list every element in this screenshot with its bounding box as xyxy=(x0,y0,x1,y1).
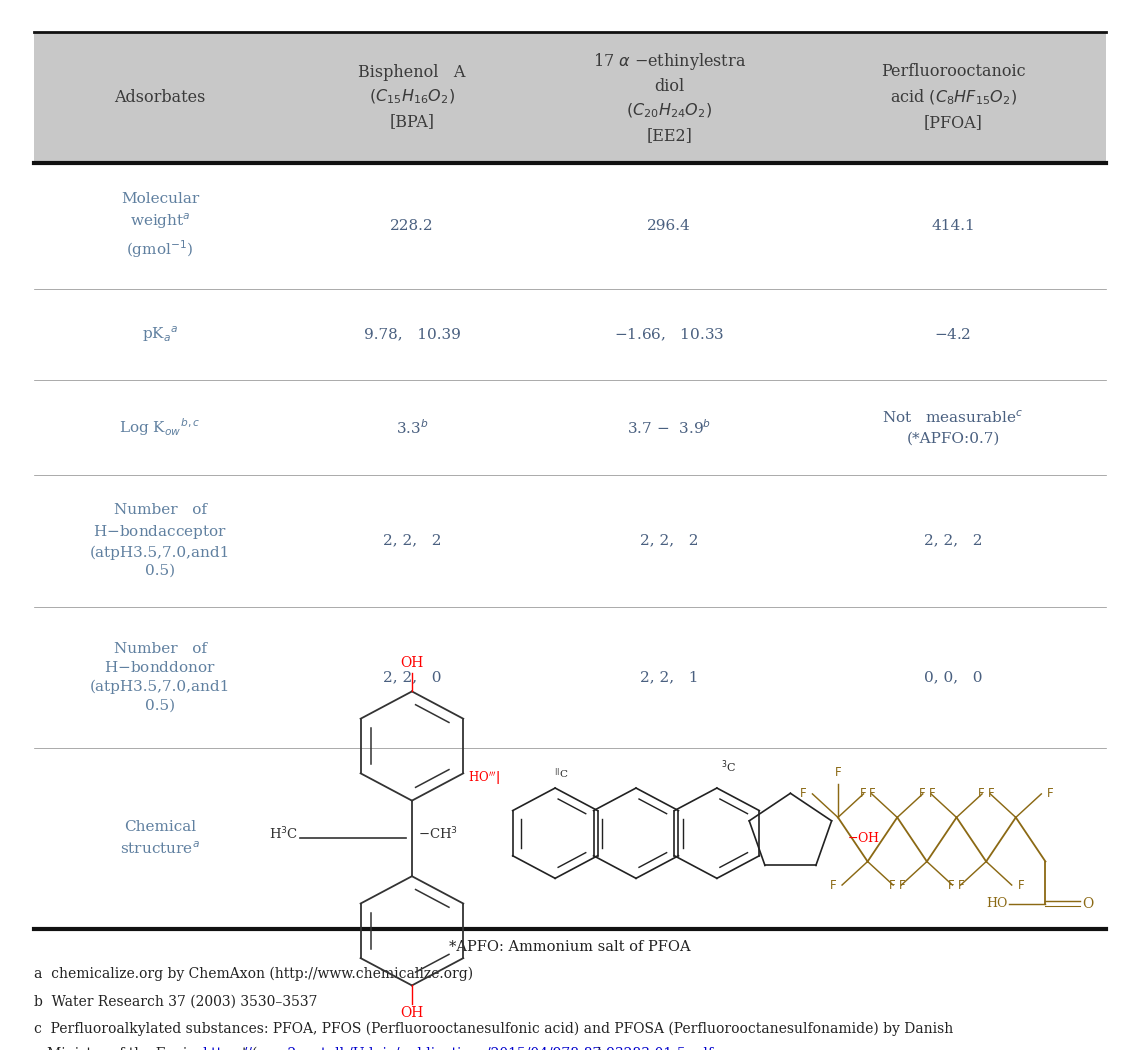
Text: F: F xyxy=(958,879,964,891)
Text: a  chemicalize.org by ChemAxon (http://www.chemicalize.org): a chemicalize.org by ChemAxon (http://ww… xyxy=(34,967,473,982)
Text: $^{||}$C: $^{||}$C xyxy=(554,765,568,779)
Text: c  Perfluoroalkylated substances: PFOA, PFOS (Perfluorooctanesulfonic acid) and : c Perfluoroalkylated substances: PFOA, P… xyxy=(34,1022,953,1036)
Text: 228.2: 228.2 xyxy=(390,218,433,233)
Text: https://www2.mst.dk/Udgiv/publications/2015/04/978-87-93283-01-5.pdf: https://www2.mst.dk/Udgiv/publications/2… xyxy=(203,1047,714,1050)
Bar xyxy=(34,32,1106,163)
Text: $-$OH: $-$OH xyxy=(847,832,880,845)
Text: pK$_a$$^a$: pK$_a$$^a$ xyxy=(142,324,178,344)
Text: Not   measurable$^c$
(*APFO:0.7): Not measurable$^c$ (*APFO:0.7) xyxy=(882,410,1024,445)
Text: 2, 2,   2: 2, 2, 2 xyxy=(383,533,441,548)
Text: F: F xyxy=(948,879,955,891)
Text: F: F xyxy=(919,788,926,800)
Text: F: F xyxy=(978,788,985,800)
Text: F: F xyxy=(800,788,807,800)
Text: HO$\mathbf{^{\prime\prime\prime}|}$: HO$\mathbf{^{\prime\prime\prime}|}$ xyxy=(469,770,500,788)
Text: OH: OH xyxy=(400,656,424,671)
Text: H$^3$C: H$^3$C xyxy=(269,826,298,842)
Text: F: F xyxy=(889,879,896,891)
Text: Molecular
weight$^a$
(gmol$^{-1}$): Molecular weight$^a$ (gmol$^{-1}$) xyxy=(121,192,200,259)
Text: $-$1.66,   10.33: $-$1.66, 10.33 xyxy=(614,327,724,342)
Text: Log K$_{ow}$$^{b,c}$: Log K$_{ow}$$^{b,c}$ xyxy=(120,417,201,438)
Text: F: F xyxy=(830,879,837,891)
Text: Perfluorooctanoic
acid $(C_8HF_{15}O_2)$
[PFOA]: Perfluorooctanoic acid $(C_8HF_{15}O_2)$… xyxy=(881,63,1025,131)
Text: 17 $\alpha$ $-$ethinylestra
diol
$(C_{20}H_{24}O_2)$
[EE2]: 17 $\alpha$ $-$ethinylestra diol $(C_{20… xyxy=(593,50,746,144)
Text: *APFO: Ammonium salt of PFOA: *APFO: Ammonium salt of PFOA xyxy=(449,940,691,953)
Text: Ministry of the Environment (: Ministry of the Environment ( xyxy=(34,1047,258,1050)
Text: $^3$C: $^3$C xyxy=(720,759,736,775)
Text: O: O xyxy=(1082,897,1093,910)
Text: 2, 2,   2: 2, 2, 2 xyxy=(640,533,699,548)
Text: Number   of
H$-$bonddonor
(atpH3.5,7.0,and1
0.5): Number of H$-$bonddonor (atpH3.5,7.0,and… xyxy=(90,642,230,713)
Text: F: F xyxy=(898,879,905,891)
Text: F: F xyxy=(987,788,994,800)
Text: 414.1: 414.1 xyxy=(931,218,975,233)
Text: F: F xyxy=(1047,788,1053,800)
Text: 9.78,   10.39: 9.78, 10.39 xyxy=(364,328,461,341)
Text: 0, 0,   0: 0, 0, 0 xyxy=(923,670,983,685)
Text: Number   of
H$-$bondacceptor
(atpH3.5,7.0,and1
0.5): Number of H$-$bondacceptor (atpH3.5,7.0,… xyxy=(90,504,230,578)
Text: 3.7 $-$  3.9$^b$: 3.7 $-$ 3.9$^b$ xyxy=(627,418,711,437)
Text: OH: OH xyxy=(400,1006,424,1021)
Text: Adsorbates: Adsorbates xyxy=(114,88,206,106)
Text: F: F xyxy=(860,788,866,800)
Text: F: F xyxy=(928,788,935,800)
Text: $-$4.2: $-$4.2 xyxy=(935,327,971,342)
Text: 2, 2,   1: 2, 2, 1 xyxy=(640,670,699,685)
Text: 2, 2,   2: 2, 2, 2 xyxy=(923,533,983,548)
Text: 3.3$^b$: 3.3$^b$ xyxy=(396,418,429,437)
Text: ): ) xyxy=(596,1047,602,1050)
Text: 2, 2,   0: 2, 2, 0 xyxy=(383,670,441,685)
Text: b  Water Research 37 (2003) 3530–3537: b Water Research 37 (2003) 3530–3537 xyxy=(34,994,318,1008)
Text: Chemical
structure$^a$: Chemical structure$^a$ xyxy=(120,820,200,857)
Text: $-$CH$^3$: $-$CH$^3$ xyxy=(417,826,457,842)
Text: HO: HO xyxy=(986,897,1008,910)
Text: F: F xyxy=(1017,879,1024,891)
Text: Bisphenol   A
$(C_{15}H_{16}O_2)$
[BPA]: Bisphenol A $(C_{15}H_{16}O_2)$ [BPA] xyxy=(358,64,465,130)
Text: 296.4: 296.4 xyxy=(648,218,691,233)
Text: F: F xyxy=(834,765,841,779)
Text: F: F xyxy=(869,788,876,800)
